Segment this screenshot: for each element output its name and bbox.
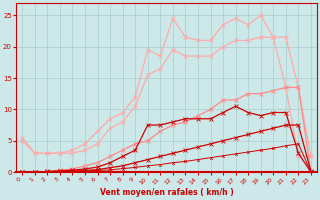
X-axis label: Vent moyen/en rafales ( km/h ): Vent moyen/en rafales ( km/h ) bbox=[100, 188, 234, 197]
